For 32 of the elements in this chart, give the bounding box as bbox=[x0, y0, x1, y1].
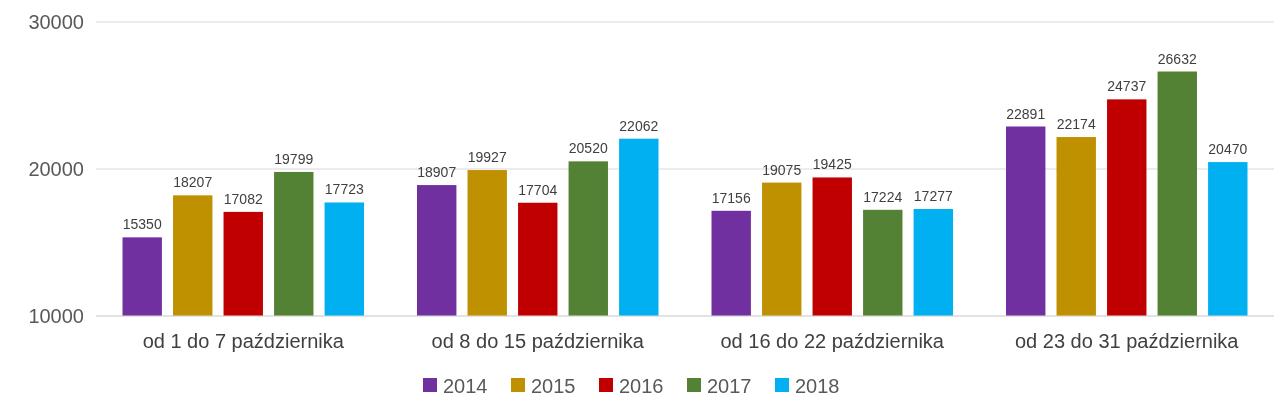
data-label: 17704 bbox=[518, 181, 558, 198]
data-label: 15350 bbox=[122, 216, 162, 233]
data-label: 20470 bbox=[1208, 141, 1248, 158]
data-label: 17277 bbox=[913, 188, 953, 205]
x-tick-label: od 1 do 7 października bbox=[142, 330, 345, 352]
x-tick-label: od 8 do 15 października bbox=[431, 330, 645, 352]
data-label: 22174 bbox=[1056, 116, 1096, 133]
data-label: 19799 bbox=[274, 150, 314, 167]
y-tick-label: 30000 bbox=[28, 11, 84, 33]
data-label: 17156 bbox=[711, 189, 751, 206]
legend-label: 2014 bbox=[443, 375, 488, 397]
data-label: 19425 bbox=[812, 156, 852, 173]
data-label: 20520 bbox=[568, 140, 608, 157]
data-label: 22062 bbox=[619, 117, 659, 134]
data-label: 19075 bbox=[762, 161, 802, 178]
legend-label: 2018 bbox=[795, 375, 840, 397]
data-label: 17723 bbox=[324, 181, 364, 198]
legend-label: 2017 bbox=[707, 375, 752, 397]
y-tick-label: 10000 bbox=[28, 305, 84, 327]
data-label: 19927 bbox=[467, 149, 507, 166]
y-tick-label: 20000 bbox=[28, 158, 84, 180]
legend-label: 2016 bbox=[619, 375, 664, 397]
data-label: 24737 bbox=[1107, 78, 1147, 95]
data-label: 17224 bbox=[863, 188, 903, 205]
data-label: 17082 bbox=[223, 190, 263, 207]
data-label: 18907 bbox=[417, 164, 457, 181]
data-label: 26632 bbox=[1157, 50, 1197, 67]
legend-label: 2015 bbox=[531, 375, 576, 397]
data-label: 18207 bbox=[173, 174, 213, 191]
data-label: 22891 bbox=[1006, 105, 1046, 122]
x-tick-label: od 16 do 22 października bbox=[720, 330, 945, 352]
x-tick-label: od 23 do 31 października bbox=[1015, 330, 1240, 352]
